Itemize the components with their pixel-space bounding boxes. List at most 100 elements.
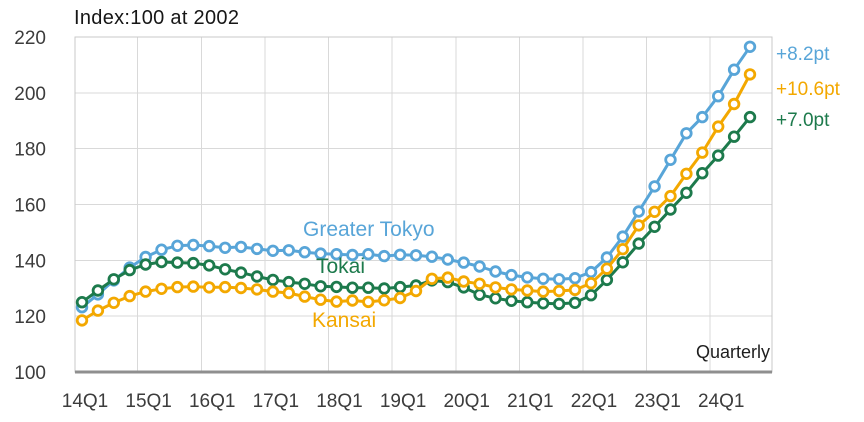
data-point-kansai (75, 314, 89, 327)
data-point-tokai (616, 256, 630, 269)
data-point-kansai (505, 283, 518, 296)
data-point-kansai (346, 294, 359, 307)
x-tick-label: 19Q1 (380, 391, 426, 412)
y-tick-label: 180 (14, 140, 46, 161)
data-point-greater-tokyo (600, 251, 614, 264)
series-label-greater-tokyo: Greater Tokyo (303, 218, 435, 241)
annotation-tokai: +7.0pt (776, 110, 830, 131)
data-point-kansai (171, 280, 184, 294)
data-point-kansai (664, 189, 677, 203)
data-point-greater-tokyo (314, 247, 327, 260)
data-point-kansai (107, 296, 121, 310)
data-point-tokai (123, 263, 136, 277)
x-tick-label: 24Q1 (698, 391, 744, 412)
data-point-tokai (743, 110, 757, 124)
data-point-tokai (696, 166, 709, 180)
x-tick-label: 21Q1 (507, 391, 553, 412)
data-point-tokai (266, 273, 280, 287)
data-point-tokai (473, 288, 486, 301)
x-tick-label: 15Q1 (125, 391, 171, 412)
y-tick-label: 120 (14, 307, 46, 328)
data-point-greater-tokyo (378, 249, 391, 263)
frequency-label: Quarterly (695, 342, 770, 362)
data-point-greater-tokyo (155, 243, 168, 256)
data-point-tokai (362, 281, 375, 294)
data-point-greater-tokyo (473, 260, 486, 273)
data-point-tokai (282, 275, 296, 289)
data-point-greater-tokyo (346, 248, 359, 262)
data-point-tokai (552, 297, 566, 311)
data-point-tokai (155, 255, 168, 269)
data-point-greater-tokyo (521, 271, 534, 284)
data-point-kansai (187, 280, 200, 293)
data-point-tokai (314, 280, 327, 293)
data-point-greater-tokyo (616, 230, 630, 243)
data-point-greater-tokyo (568, 272, 582, 285)
data-point-tokai (584, 289, 598, 302)
data-point-kansai (568, 283, 582, 297)
data-point-kansai (91, 304, 105, 317)
data-point-tokai (139, 258, 152, 271)
data-point-tokai (107, 273, 121, 286)
data-point-kansai (457, 275, 470, 288)
data-point-greater-tokyo (552, 273, 566, 286)
data-point-greater-tokyo (362, 247, 375, 261)
x-tick-label: 23Q1 (634, 391, 680, 412)
series-label-kansai: Kansai (312, 309, 377, 332)
y-tick-label: 200 (14, 84, 46, 105)
annotation-greater-tokyo: +8.2pt (776, 44, 830, 65)
data-point-kansai (155, 282, 168, 296)
data-point-greater-tokyo (425, 250, 439, 263)
x-tick-label: 14Q1 (62, 391, 108, 412)
data-point-greater-tokyo (218, 241, 232, 255)
data-point-kansai (139, 285, 152, 298)
data-point-tokai (680, 186, 693, 200)
data-point-tokai (250, 270, 264, 283)
data-point-kansai (632, 219, 645, 232)
series-line-greater-tokyo (80, 45, 752, 309)
data-point-kansai (298, 290, 311, 303)
data-point-tokai (537, 297, 550, 310)
data-point-kansai (393, 291, 407, 305)
data-point-kansai (218, 280, 232, 294)
data-point-greater-tokyo (584, 265, 598, 279)
data-point-kansai (696, 146, 709, 159)
data-point-greater-tokyo (457, 256, 470, 269)
data-point-greater-tokyo (282, 244, 296, 257)
data-point-tokai (202, 259, 216, 272)
data-point-greater-tokyo (712, 89, 725, 103)
data-point-tokai (600, 273, 614, 287)
data-point-kansai (330, 295, 343, 308)
data-point-tokai (664, 203, 677, 216)
data-point-kansai (266, 285, 280, 298)
data-point-tokai (727, 130, 741, 143)
data-point-tokai (75, 296, 89, 309)
data-point-kansai (425, 272, 439, 286)
data-point-tokai (393, 280, 407, 294)
data-point-tokai (505, 294, 518, 308)
y-tick-label: 160 (14, 196, 46, 217)
data-point-kansai (537, 285, 550, 298)
data-point-greater-tokyo (171, 239, 184, 253)
data-point-tokai (568, 296, 582, 310)
data-point-kansai (250, 283, 264, 296)
data-point-tokai (712, 149, 725, 162)
data-point-kansai (521, 284, 534, 297)
data-point-kansai (712, 120, 725, 133)
data-point-tokai (632, 237, 645, 250)
data-point-greater-tokyo (505, 268, 518, 282)
annotation-kansai: +10.6pt (776, 79, 840, 100)
data-point-greater-tokyo (187, 238, 200, 252)
data-point-kansai (743, 68, 757, 81)
y-tick-label: 100 (14, 363, 46, 384)
data-point-kansai (123, 289, 136, 303)
data-point-kansai (680, 167, 693, 181)
x-tick-label: 22Q1 (571, 391, 617, 412)
data-point-greater-tokyo (696, 110, 709, 124)
y-tick-label: 220 (14, 28, 46, 49)
data-point-kansai (600, 262, 614, 275)
data-point-tokai (91, 284, 105, 297)
x-tick-label: 20Q1 (443, 391, 489, 412)
